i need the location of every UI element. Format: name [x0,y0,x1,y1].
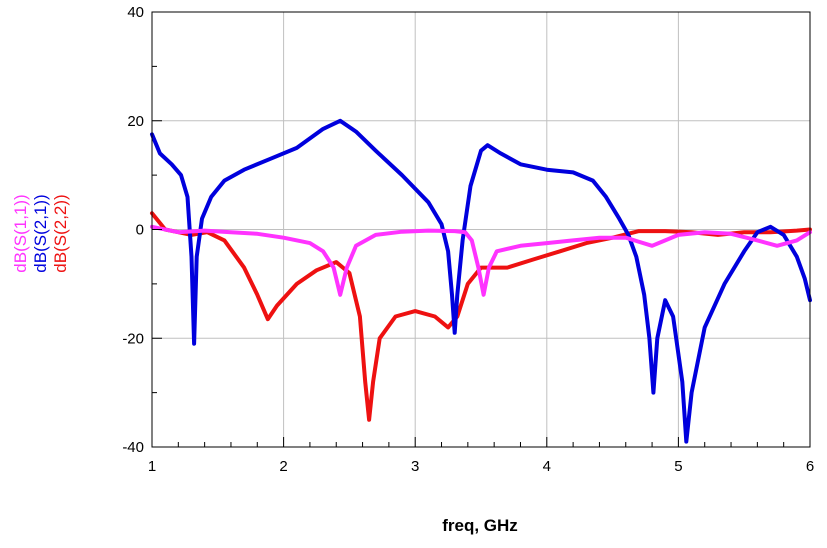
ticks [151,11,811,448]
x-tick-label: 1 [148,458,156,475]
y-tick-labels: -40 -20 0 20 40 [122,4,144,456]
y-tick-label: 40 [127,4,144,21]
x-tick-label: 6 [806,458,814,475]
series-line-db-s-2-2 [150,211,812,422]
x-tick-label: 3 [411,458,419,475]
x-tick-labels: 1 2 3 4 5 6 [148,458,814,475]
legend: dB(S(1,1)) dB(S(2,1)) dB(S(2,2)) [11,194,70,272]
y-tick-label: 20 [127,113,144,130]
y-tick-label: -40 [122,439,144,456]
legend-entry: dB(S(2,2)) [51,194,70,272]
series-layer [150,118,812,444]
legend-entry: dB(S(1,1)) [11,194,30,272]
x-tick-label: 2 [279,458,287,475]
series-line-db-s-2-1 [150,118,812,444]
legend-entry: dB(S(2,1)) [31,194,50,272]
x-tick-label: 4 [543,458,551,475]
grid [152,12,810,447]
y-tick-label: 0 [136,222,144,239]
x-tick-label: 5 [674,458,682,475]
y-tick-label: -20 [122,330,144,347]
x-axis-label: freq, GHz [442,516,518,535]
series-line-db-s-1-1 [150,224,812,297]
